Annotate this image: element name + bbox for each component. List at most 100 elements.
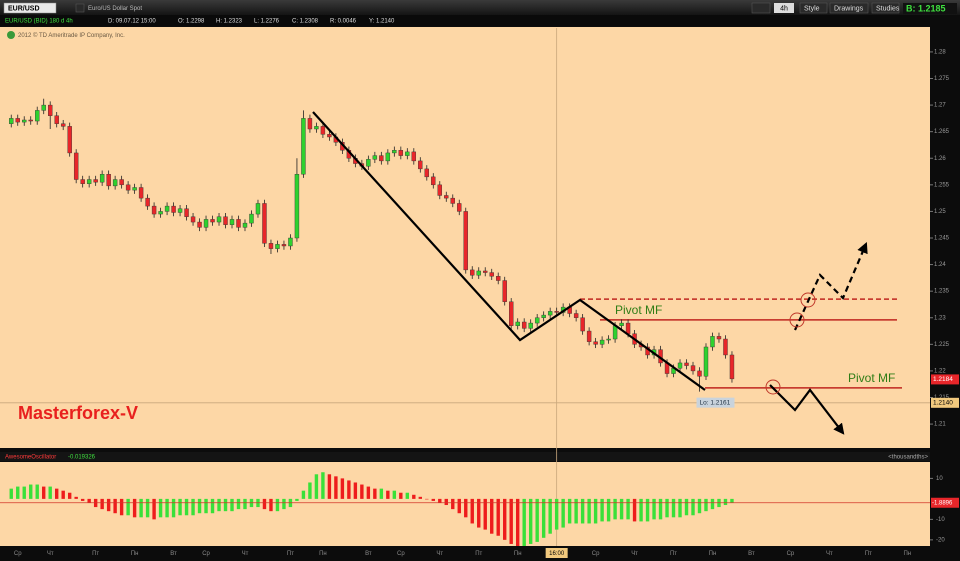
oscillator-bar [217, 498, 221, 512]
oscillator-bar [418, 496, 423, 499]
candle-body [625, 322, 631, 334]
info-item: O: 1.2298 [178, 19, 205, 25]
oscillator-bar [509, 498, 513, 544]
oscillator-bar [347, 480, 351, 499]
oscillator-bar [645, 498, 650, 522]
toolbar-button[interactable] [829, 2, 869, 14]
oscillator-bar [405, 492, 410, 499]
icon[interactable] [751, 2, 771, 14]
bid-box [903, 3, 957, 14]
oscillator-bar [80, 498, 85, 501]
oscillator-bar [567, 498, 572, 524]
x-tick-label: Ср [787, 551, 795, 557]
candle-body [125, 184, 131, 191]
info-item: Y: 1.2140 [369, 19, 395, 25]
oscillator-bar [87, 498, 91, 503]
candle-body [242, 222, 248, 228]
oscillator-bar [145, 498, 150, 518]
oscillator-bar [515, 498, 520, 546]
candle-body [106, 174, 111, 187]
candle-body [41, 104, 46, 111]
toolbar-button-label: Drawings [834, 5, 864, 12]
candle-body [48, 104, 53, 116]
candle-body [593, 341, 598, 345]
candle-body [197, 221, 202, 228]
oscillator-bar [412, 494, 416, 499]
toolbar-button[interactable] [799, 2, 828, 14]
candle-body [119, 179, 124, 186]
oscillator-bar [528, 498, 533, 544]
oscillator-bar [113, 498, 117, 514]
candle-body [314, 126, 319, 130]
candle-body [145, 197, 150, 207]
oscillator-bar [496, 498, 500, 536]
x-tick-label: Пн [131, 551, 139, 557]
y-tick-label: 1.25 [934, 209, 946, 215]
candle-body [249, 213, 254, 224]
oscillator-bar [379, 488, 384, 499]
y-tick-label: 1.235 [934, 289, 950, 295]
toolbar-button-label: Studies [876, 5, 900, 12]
oscillator-bar [574, 498, 578, 524]
oscillator-bar [541, 498, 546, 538]
x-tick-label: Вт [170, 551, 177, 557]
marker-circle [800, 292, 816, 308]
oscillator-bar [210, 498, 215, 514]
oscillator-bar [464, 498, 468, 518]
candle-body [554, 311, 559, 313]
candle-body [190, 216, 196, 223]
candle-body [385, 152, 391, 162]
candle-body [418, 160, 423, 170]
candle-body [262, 203, 267, 244]
candle-body [112, 179, 118, 187]
candle-body [60, 123, 66, 127]
candle-body [9, 118, 14, 124]
candle-body [690, 365, 696, 372]
y-tick-label: 1.255 [934, 182, 950, 188]
trend-zigzag [312, 111, 706, 391]
oscillator-bar [652, 498, 656, 520]
candle-body [22, 119, 27, 123]
y-tick-label: 1.225 [934, 342, 950, 348]
oscillator-bar [275, 498, 280, 512]
oscillator-bar [132, 498, 137, 518]
oscillator-bar [671, 498, 676, 518]
candle-body [619, 322, 624, 326]
oscillator-bar [35, 484, 39, 499]
oscillator-bar [360, 484, 364, 499]
oscillator-bar [139, 498, 143, 518]
candle-body [476, 270, 481, 276]
candle-body [547, 311, 553, 316]
candle-body [67, 126, 72, 154]
toolbar-button[interactable] [871, 2, 900, 14]
candle-body [612, 325, 618, 340]
bid: B: 1.2185 [906, 3, 946, 13]
oscillator-bar [327, 474, 332, 499]
icon[interactable] [75, 3, 85, 13]
candle-body [281, 244, 287, 247]
oscillator-bar [639, 498, 643, 522]
oscillator-bar [308, 482, 312, 499]
info-item: EUR/USD (BID) 180 d 4h [5, 19, 73, 25]
candle-body [15, 118, 20, 123]
oscillator-bar [171, 498, 176, 518]
oscillator-bar [554, 498, 559, 530]
candle-body [294, 174, 300, 239]
indicator-name: AwesomeOscillator [5, 455, 56, 461]
symbol-box[interactable] [3, 2, 57, 14]
oscillator-bar [710, 498, 715, 510]
pivot-label: Pivot MF [848, 371, 895, 385]
oscillator-bar [431, 498, 435, 501]
crosshair-box [931, 397, 959, 408]
candle-body [320, 126, 326, 135]
candle-body [502, 280, 507, 302]
oscillator-bar [723, 498, 728, 506]
oscillator-bar [334, 476, 338, 499]
oscillator-bar [697, 498, 702, 514]
candle-body [203, 219, 209, 228]
oscillator-bar [100, 498, 104, 510]
oscillator-bar [314, 474, 319, 499]
x-tick-label: Ср [397, 551, 405, 557]
aggregation-box[interactable] [774, 3, 794, 13]
